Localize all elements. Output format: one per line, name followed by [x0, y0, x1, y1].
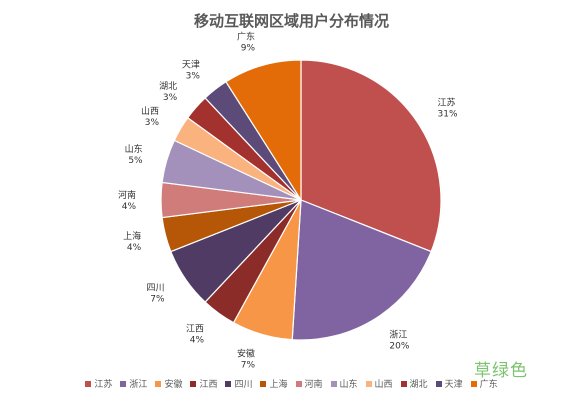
legend-label-9: 湖北	[409, 380, 428, 390]
legend-swatch-11	[470, 380, 477, 387]
legend-label-10: 天津	[444, 380, 463, 390]
slice-value-8: 3%	[145, 118, 160, 128]
legend-item-5: 上海	[260, 377, 288, 390]
slice-label-0: 江苏	[438, 96, 456, 108]
legend-swatch-8	[365, 380, 372, 387]
legend-item-6: 河南	[295, 377, 323, 390]
slice-label-11: 广东	[237, 31, 255, 43]
legend-label-3: 江西	[199, 380, 218, 390]
legend-label-1: 浙江	[129, 380, 148, 390]
watermark-text: 草绿色	[474, 361, 528, 381]
legend-item-4: 四川	[225, 377, 252, 390]
slice-label-5: 上海	[123, 230, 141, 242]
legend-item-1: 浙江	[120, 377, 147, 390]
legend-swatch-0	[85, 380, 92, 387]
pie-slice-1	[291, 199, 432, 341]
legend-item-9: 湖北	[400, 377, 428, 390]
legend-item-11: 广东	[470, 377, 498, 390]
slice-value-4: 7%	[150, 295, 165, 305]
legend-label-11: 广东	[479, 380, 498, 390]
legend-item-3: 江西	[190, 377, 217, 390]
slice-label-1: 浙江	[389, 328, 407, 340]
legend-swatch-9	[400, 380, 407, 387]
legend-item-8: 山西	[365, 377, 393, 390]
legend-swatch-10	[435, 380, 442, 387]
legend-item-2: 安徽	[155, 377, 182, 390]
slice-label-6: 河南	[118, 189, 136, 201]
slice-value-9: 3%	[163, 93, 178, 103]
legend-label-8: 山西	[374, 380, 393, 390]
slice-label-9: 湖北	[159, 81, 177, 92]
legend-swatch-4	[225, 380, 232, 387]
legend-label-2: 安徽	[164, 380, 183, 390]
legend-label-7: 山东	[339, 380, 358, 390]
slice-value-2: 7%	[241, 360, 256, 370]
slice-label-4: 四川	[146, 284, 164, 294]
legend-swatch-7	[330, 380, 337, 387]
slice-value-5: 4%	[127, 243, 142, 253]
pie-slice-11	[225, 59, 302, 203]
slice-value-7: 5%	[128, 156, 143, 166]
legend-label-0: 江苏	[94, 380, 113, 390]
pie-slice-0	[300, 59, 442, 253]
slice-label-10: 天津	[182, 60, 200, 71]
slice-value-10: 3%	[186, 72, 201, 82]
legend-item-10: 天津	[435, 377, 463, 390]
slice-value-11: 9%	[241, 44, 256, 54]
slice-label-2: 安徽	[237, 347, 255, 359]
legend-label-5: 上海	[269, 380, 288, 390]
chart-legend: 江苏 浙江 安徽 江西 四川 上海 河南 山东 山西 湖北 天津 广东	[0, 377, 583, 390]
legend-swatch-5	[260, 380, 267, 387]
chart-title: 移动互联网区域用户分布情况	[193, 12, 389, 30]
slice-value-1: 20%	[389, 341, 409, 351]
legend-label-4: 四川	[234, 380, 253, 390]
legend-swatch-3	[190, 380, 197, 387]
legend-swatch-1	[120, 380, 127, 387]
legend-swatch-6	[295, 380, 302, 387]
slice-value-0: 31%	[438, 109, 458, 119]
slice-label-7: 山东	[125, 143, 143, 155]
slice-value-3: 4%	[190, 336, 205, 346]
legend-swatch-2	[155, 380, 162, 387]
slice-label-8: 山西	[141, 106, 159, 117]
slice-value-6: 4%	[122, 202, 137, 212]
legend-item-7: 山东	[330, 377, 358, 390]
legend-label-6: 河南	[304, 380, 323, 390]
slice-label-3: 江西	[186, 324, 204, 335]
legend-item-0: 江苏	[85, 377, 112, 390]
